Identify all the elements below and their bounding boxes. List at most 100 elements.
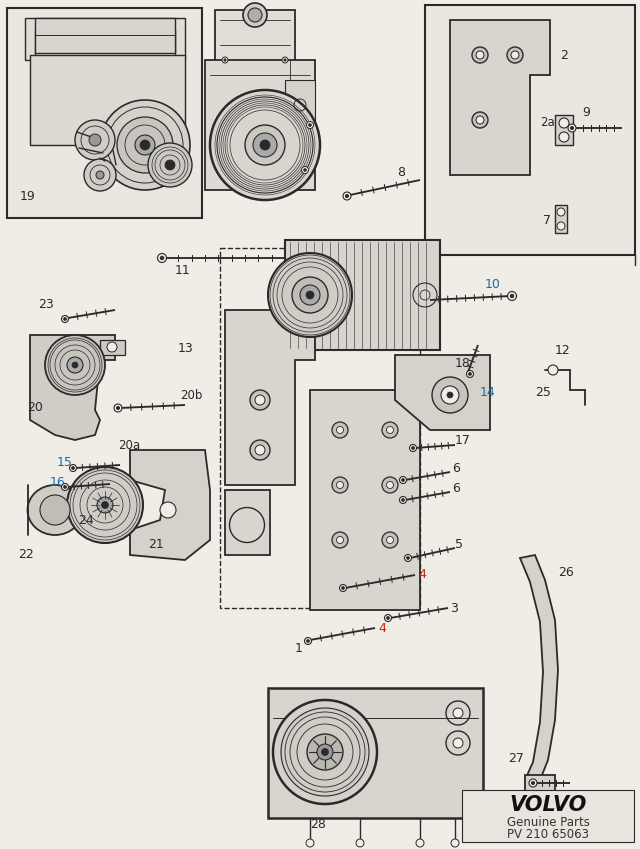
Circle shape bbox=[61, 316, 68, 323]
Text: 19: 19 bbox=[20, 189, 36, 203]
Circle shape bbox=[410, 445, 417, 452]
Circle shape bbox=[148, 143, 192, 187]
Circle shape bbox=[245, 125, 285, 165]
Text: 3: 3 bbox=[450, 601, 458, 615]
Circle shape bbox=[447, 392, 453, 398]
Bar bbox=[285, 240, 440, 350]
Circle shape bbox=[453, 738, 463, 748]
Circle shape bbox=[63, 318, 67, 320]
Circle shape bbox=[337, 426, 344, 434]
Circle shape bbox=[346, 194, 349, 198]
Circle shape bbox=[306, 839, 314, 847]
Bar bbox=[215, 10, 295, 65]
Bar bbox=[285, 80, 315, 130]
Text: 17: 17 bbox=[455, 434, 471, 447]
Circle shape bbox=[382, 477, 398, 493]
Circle shape bbox=[402, 498, 404, 502]
Circle shape bbox=[342, 587, 344, 589]
Circle shape bbox=[451, 839, 459, 847]
Circle shape bbox=[416, 839, 424, 847]
Circle shape bbox=[255, 395, 265, 405]
Circle shape bbox=[387, 616, 389, 620]
Bar bbox=[220, 248, 420, 608]
Polygon shape bbox=[450, 20, 550, 175]
Circle shape bbox=[321, 749, 328, 756]
Bar bbox=[205, 60, 315, 190]
Text: 24: 24 bbox=[78, 514, 93, 526]
Circle shape bbox=[116, 407, 120, 409]
Bar bbox=[555, 205, 567, 233]
Text: 16: 16 bbox=[50, 475, 66, 488]
Circle shape bbox=[307, 121, 314, 128]
Text: 20: 20 bbox=[27, 401, 43, 413]
Circle shape bbox=[531, 781, 534, 784]
Circle shape bbox=[570, 127, 573, 130]
Text: 15: 15 bbox=[57, 456, 73, 469]
Circle shape bbox=[284, 59, 286, 61]
Circle shape bbox=[301, 166, 308, 173]
Polygon shape bbox=[225, 310, 315, 485]
Circle shape bbox=[404, 554, 412, 561]
Circle shape bbox=[303, 169, 307, 171]
Circle shape bbox=[472, 47, 488, 63]
Circle shape bbox=[255, 445, 265, 455]
Circle shape bbox=[356, 839, 364, 847]
Text: 22: 22 bbox=[18, 548, 34, 561]
Text: 8: 8 bbox=[397, 166, 405, 178]
Text: 10: 10 bbox=[485, 278, 501, 291]
Circle shape bbox=[253, 133, 277, 157]
Text: 11: 11 bbox=[175, 263, 191, 277]
Text: 28: 28 bbox=[310, 818, 326, 831]
Bar bbox=[268, 688, 483, 818]
Circle shape bbox=[306, 291, 314, 299]
Text: 25: 25 bbox=[535, 385, 551, 398]
Circle shape bbox=[557, 222, 565, 230]
Circle shape bbox=[382, 532, 398, 548]
Bar bbox=[30, 55, 185, 145]
Circle shape bbox=[548, 365, 558, 375]
Bar bbox=[425, 5, 635, 255]
Circle shape bbox=[222, 57, 228, 63]
Text: 12: 12 bbox=[555, 344, 571, 357]
Circle shape bbox=[224, 59, 226, 61]
Text: 4: 4 bbox=[378, 621, 386, 634]
Text: 26: 26 bbox=[558, 565, 573, 578]
Circle shape bbox=[96, 171, 104, 179]
Circle shape bbox=[399, 497, 406, 503]
Circle shape bbox=[507, 47, 523, 63]
Text: 20b: 20b bbox=[180, 389, 202, 402]
Circle shape bbox=[332, 477, 348, 493]
Circle shape bbox=[40, 495, 70, 525]
Text: 1: 1 bbox=[295, 642, 303, 655]
Text: 18: 18 bbox=[455, 357, 471, 369]
Circle shape bbox=[243, 3, 267, 27]
Text: 6: 6 bbox=[452, 462, 460, 475]
Circle shape bbox=[67, 467, 143, 543]
Circle shape bbox=[510, 295, 514, 298]
Bar bbox=[310, 390, 420, 610]
Polygon shape bbox=[25, 18, 185, 60]
Text: Genuine Parts: Genuine Parts bbox=[507, 816, 589, 829]
Circle shape bbox=[160, 256, 164, 260]
Text: 2: 2 bbox=[560, 48, 568, 61]
Circle shape bbox=[157, 254, 166, 262]
Circle shape bbox=[72, 467, 74, 469]
Ellipse shape bbox=[28, 485, 83, 535]
Text: 2a: 2a bbox=[540, 115, 555, 128]
Bar bbox=[7, 8, 202, 218]
Circle shape bbox=[337, 537, 344, 543]
Circle shape bbox=[292, 277, 328, 313]
Circle shape bbox=[441, 386, 459, 404]
Circle shape bbox=[305, 638, 312, 644]
Text: 14: 14 bbox=[480, 385, 496, 398]
Circle shape bbox=[382, 422, 398, 438]
Text: PV 210 65063: PV 210 65063 bbox=[507, 829, 589, 841]
Circle shape bbox=[468, 373, 472, 375]
Circle shape bbox=[135, 135, 155, 155]
Circle shape bbox=[260, 140, 270, 150]
Circle shape bbox=[273, 700, 377, 804]
Circle shape bbox=[61, 483, 68, 491]
Polygon shape bbox=[520, 555, 558, 780]
Circle shape bbox=[268, 253, 352, 337]
Circle shape bbox=[72, 362, 78, 368]
